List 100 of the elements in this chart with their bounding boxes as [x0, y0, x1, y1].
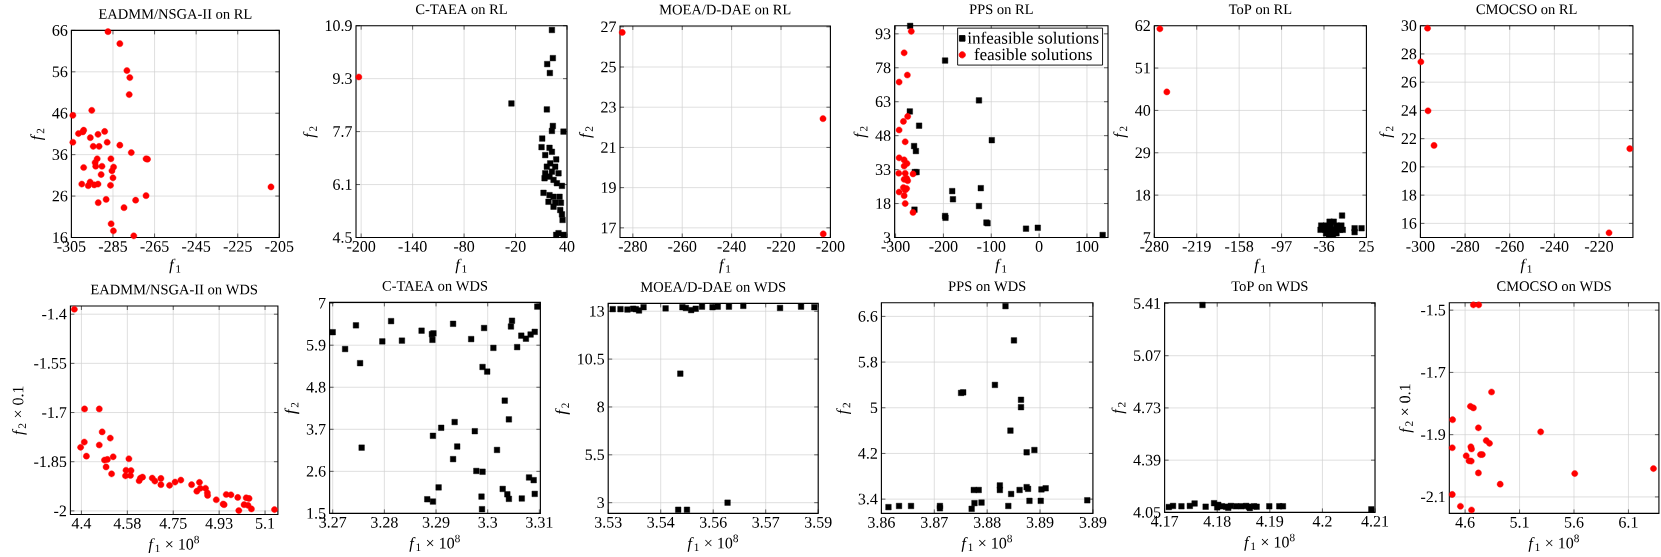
- chart-title: C-TAEA on RL: [415, 4, 507, 15]
- chart-title: C-TAEA on WDS: [382, 281, 488, 291]
- chart-title: ToP on RL: [1228, 4, 1292, 15]
- x-tick-label: 25: [1359, 241, 1374, 252]
- legend-label: feasible solutions: [974, 48, 1092, 61]
- y-tick-label: 5.9: [307, 339, 326, 351]
- y-axis-title: f$_{2}$ × 0.1: [12, 386, 27, 435]
- y-tick-label: 26: [52, 190, 68, 202]
- x-tick-label: 6.1: [1619, 516, 1638, 528]
- y-tick-label: 25: [601, 61, 616, 73]
- y-axis-title: f$_{2}$: [578, 126, 594, 138]
- x-tick-label: 4.58: [113, 518, 141, 529]
- y-tick-label: 48: [875, 130, 891, 142]
- y-tick-label: 5.07: [1134, 350, 1161, 362]
- y-tick-label: 17: [601, 222, 617, 234]
- y-axis-title: f$_{2}$: [555, 403, 570, 415]
- y-tick-label: 22: [1401, 133, 1417, 144]
- y-tick-label: 4.73: [1133, 402, 1161, 414]
- y-tick-label: 3.4: [858, 493, 878, 505]
- y-tick-label: 5.8: [858, 356, 878, 368]
- x-tick-label: 3.28: [371, 516, 398, 528]
- y-tick-label: 21: [601, 142, 616, 153]
- x-tick-label: -140: [398, 241, 427, 252]
- x-tick-label: 5.6: [1564, 516, 1584, 528]
- y-axis-title: f$_{2}$: [284, 402, 300, 414]
- y-tick-label: 7: [1143, 232, 1151, 243]
- y-tick-label: 2.6: [306, 465, 326, 477]
- x-tick-label: 3.59: [804, 516, 832, 528]
- y-tick-label: -1.7: [42, 407, 67, 418]
- y-tick-label: 27: [601, 21, 617, 33]
- chart-title: PPS on RL: [969, 4, 1033, 15]
- x-tick-label: 3.89: [1079, 516, 1107, 528]
- y-tick-label: 18: [1136, 189, 1151, 201]
- y-tick-label: 16: [53, 232, 68, 243]
- y-tick-label: -1.85: [34, 456, 67, 468]
- y-tick-label: 33: [875, 164, 891, 175]
- y-tick-label: 30: [1401, 20, 1417, 32]
- x-tick-label: 3.31: [526, 516, 553, 528]
- chart-title: EADMM/NSGA-II on RL: [98, 9, 252, 19]
- y-tick-label: 9.3: [332, 73, 352, 85]
- y-tick-label: 63: [875, 96, 891, 108]
- x-tick-label: -300: [881, 241, 910, 252]
- y-axis-title: f$_{2}$: [30, 128, 45, 140]
- x-axis-title: f$_{1}$: [995, 258, 1007, 274]
- x-tick-label: 5.1: [255, 518, 275, 529]
- x-tick-label: -245: [182, 241, 211, 252]
- y-axis-title: f$_{2}$: [853, 126, 869, 138]
- x-tick-label: 4.21: [1361, 515, 1389, 527]
- chart-title: MOEA/D-DAE on RL: [659, 4, 791, 15]
- x-tick-label: 40: [559, 241, 575, 252]
- y-tick-label: 78: [876, 62, 891, 74]
- y-tick-label: 4.39: [1133, 454, 1161, 466]
- x-axis-title: f$_{1}$ × 10$^{8}$: [148, 535, 199, 553]
- y-tick-label: 29: [1135, 147, 1151, 159]
- y-tick-label: 13: [590, 305, 605, 317]
- y-axis-title: f$_{2}$ × 0.1: [1398, 384, 1414, 433]
- x-axis-title: f$_{1}$: [455, 258, 467, 274]
- y-tick-label: 51: [1135, 62, 1150, 74]
- y-axis-title: f$_{2}$: [302, 126, 318, 138]
- y-tick-label: 18: [876, 198, 891, 209]
- y-axis-title: f$_{2}$: [1111, 402, 1127, 414]
- y-tick-label: 10.5: [578, 353, 605, 365]
- y-tick-label: 24: [1401, 105, 1417, 116]
- y-tick-label: 18: [1402, 189, 1417, 201]
- x-axis-title: f$_{1}$ × 10$^{8}$: [961, 534, 1012, 552]
- y-tick-label: -2.1: [1421, 491, 1445, 503]
- chart-title: MOEA/D-DAE on WDS: [640, 282, 786, 292]
- x-tick-label: 4.93: [205, 518, 233, 529]
- y-tick-label: 10.9: [325, 20, 352, 32]
- x-axis-title: f$_{1}$ × 10$^{8}$: [687, 534, 739, 552]
- y-tick-label: 28: [1401, 48, 1417, 60]
- x-tick-label: -220: [1584, 241, 1614, 252]
- y-tick-label: -1.9: [1421, 429, 1446, 441]
- x-tick-label: 3.53: [594, 516, 622, 528]
- x-tick-label: -200: [816, 241, 845, 252]
- chart-title: EADMM/NSGA-II on WDS: [90, 284, 258, 295]
- y-tick-label: 3.7: [306, 423, 326, 435]
- y-tick-label: 4.8: [306, 381, 326, 393]
- x-tick-label: 3.89: [1026, 516, 1054, 528]
- y-tick-label: 19: [601, 182, 616, 194]
- x-tick-label: -36: [1313, 241, 1335, 252]
- x-tick-label: -280: [1140, 241, 1169, 252]
- y-axis-title: f$_{2}$: [1379, 126, 1395, 138]
- y-tick-label: 4.5: [332, 232, 352, 243]
- chart-title: CMOCSO on RL: [1476, 4, 1577, 15]
- x-axis-title: f$_{1}$: [1520, 258, 1532, 274]
- x-tick-label: -97: [1271, 241, 1292, 252]
- y-tick-label: 6.1: [333, 179, 352, 190]
- y-tick-label: 3: [597, 497, 605, 509]
- y-tick-label: 93: [875, 28, 891, 40]
- x-tick-label: 4.18: [1203, 515, 1231, 527]
- y-tick-label: 8: [597, 401, 605, 413]
- x-tick-label: -20: [505, 241, 526, 252]
- x-tick-label: -260: [668, 241, 697, 252]
- x-tick-label: -305: [57, 241, 86, 252]
- x-tick-label: 3.3: [478, 516, 498, 528]
- x-tick-label: 3.27: [319, 516, 347, 528]
- x-tick-label: 3.29: [422, 516, 450, 528]
- x-tick-label: -285: [98, 241, 128, 252]
- x-tick-label: -240: [717, 241, 746, 252]
